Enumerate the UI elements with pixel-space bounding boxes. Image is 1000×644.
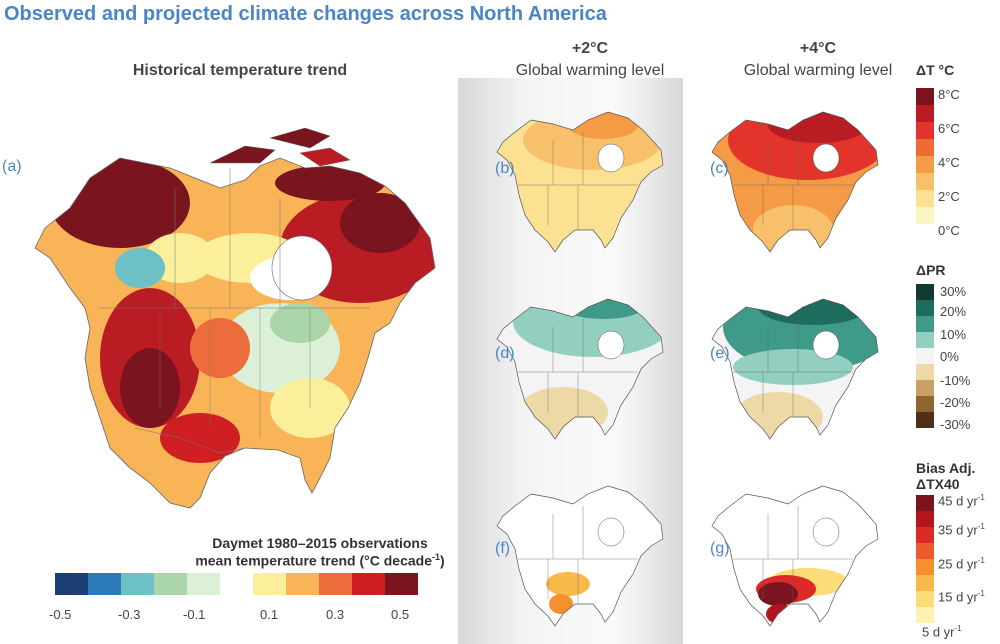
legend-temp-tick: 0°C (938, 223, 960, 238)
main-legend-colorbar: -0.5 -0.3 -0.1 0.1 0.3 0.5 (49, 573, 435, 633)
panel-label-d: (d) (495, 345, 515, 362)
legend-tx40-swatch (916, 511, 934, 527)
legend-temp-swatch (916, 190, 934, 207)
main-legend-tick: -0.5 (49, 607, 72, 622)
panel-label-a: (a) (2, 158, 22, 175)
legend-precip-colorbar: 30% 20% 10% 0% -10% -20% -30% (916, 284, 996, 434)
map-c-4c-temperature (708, 90, 888, 260)
main-legend-swatch (154, 573, 187, 595)
panel-label-c: (c) (710, 160, 729, 177)
legend-precip-swatch (916, 364, 934, 380)
map-d-2c-precipitation (493, 277, 673, 447)
legend-temp-swatch (916, 122, 934, 139)
main-legend-swatch (253, 573, 286, 595)
map-e-4c-precipitation (708, 277, 888, 447)
panel-label-g: (g) (710, 540, 730, 557)
col2-header-line1: +2°C (571, 40, 609, 57)
legend-temp-swatch (916, 207, 934, 224)
legend-precip-swatch (916, 396, 934, 412)
panel-label-e: (e) (710, 345, 730, 362)
panel-label-b: (b) (495, 160, 515, 177)
legend-precip-swatch (916, 412, 934, 428)
main-legend-title-2: mean temperature trend (°C decade-1) (195, 552, 445, 569)
legend-temp-title: ΔT °C (916, 62, 955, 78)
legend-tx40-title-1: Bias Adj. (916, 460, 976, 476)
main-legend-tick: 0.1 (260, 607, 279, 622)
main-legend-title-1: Daymet 1980–2015 observations (212, 535, 428, 551)
legend-precip-tick: 10% (940, 327, 967, 342)
legend-temp-colorbar: 8°C 6°C 4°C 2°C 0°C (916, 87, 996, 238)
main-legend-tick: 0.5 (391, 607, 410, 622)
main-temperature-map (30, 108, 470, 528)
legend-precip-swatch (916, 316, 934, 332)
legend-precip-title: ΔPR (916, 262, 946, 278)
legend-tx40-tick: 35 d yr-1 (938, 522, 985, 538)
legend-tx40-tick: 5 d yr-1 (922, 624, 962, 640)
legend-tx40-swatch (916, 591, 934, 607)
main-legend-swatch (286, 573, 319, 595)
legend-tx40-swatch (916, 559, 934, 575)
main-legend-swatch (55, 573, 88, 595)
main-legend-swatch (385, 573, 418, 595)
legend-tx40-swatch (916, 495, 934, 511)
map-g-4c-tx40 (708, 464, 888, 634)
legend-tx40-colorbar: 45 d yr-1 35 d yr-1 25 d yr-1 15 d yr-1 … (916, 493, 1000, 644)
main-map-header: Historical temperature trend (132, 62, 348, 79)
legend-temp-tick: 6°C (938, 121, 960, 136)
main-legend-swatch (88, 573, 121, 595)
legend-tx40-tick: 45 d yr-1 (938, 493, 985, 509)
legend-precip-swatch (916, 380, 934, 396)
main-legend-tick: -0.1 (183, 607, 206, 622)
col3-header-line2: Global warming level (743, 62, 893, 79)
legend-precip-tick: -20% (940, 395, 971, 410)
main-legend-tick: -0.3 (118, 607, 141, 622)
main-legend-swatch (187, 573, 220, 595)
map-b-2c-temperature (493, 90, 673, 260)
legend-tx40-swatch (916, 543, 934, 559)
panel-label-f: (f) (495, 540, 511, 557)
legend-precip-tick: 0% (940, 349, 959, 364)
legend-temp-tick: 2°C (938, 189, 960, 204)
legend-precip-tick: 20% (940, 304, 967, 319)
figure-title: Observed and projected climate changes a… (4, 3, 607, 25)
legend-precip-swatch (916, 332, 934, 348)
legend-precip-swatch (916, 284, 934, 300)
legend-temp-tick: 4°C (938, 155, 960, 170)
legend-precip-swatch (916, 300, 934, 316)
legend-precip-tick: 30% (940, 284, 967, 299)
main-legend-swatch (319, 573, 352, 595)
legend-temp-swatch (916, 173, 934, 190)
legend-tx40-title-2: ΔTX40 (916, 476, 960, 492)
legend-precip-swatch (916, 348, 934, 364)
legend-tx40-swatch (916, 607, 934, 623)
main-legend-tick: 0.3 (326, 607, 345, 622)
map-f-2c-tx40 (493, 464, 673, 634)
main-legend-swatch (352, 573, 385, 595)
main-legend-swatch (121, 573, 154, 595)
col2-header-line2: Global warming level (515, 62, 665, 79)
legend-precip-tick: -30% (940, 417, 971, 432)
legend-tx40-tick: 15 d yr-1 (938, 589, 985, 605)
legend-temp-swatch (916, 139, 934, 156)
legend-tx40-swatch (916, 575, 934, 591)
legend-tx40-swatch (916, 527, 934, 543)
legend-temp-swatch (916, 156, 934, 173)
legend-temp-swatch (916, 105, 934, 122)
legend-temp-swatch (916, 88, 934, 105)
legend-precip-tick: -10% (940, 373, 971, 388)
col3-header-line1: +4°C (799, 40, 837, 57)
legend-temp-tick: 8°C (938, 87, 960, 102)
legend-tx40-tick: 25 d yr-1 (938, 556, 985, 572)
